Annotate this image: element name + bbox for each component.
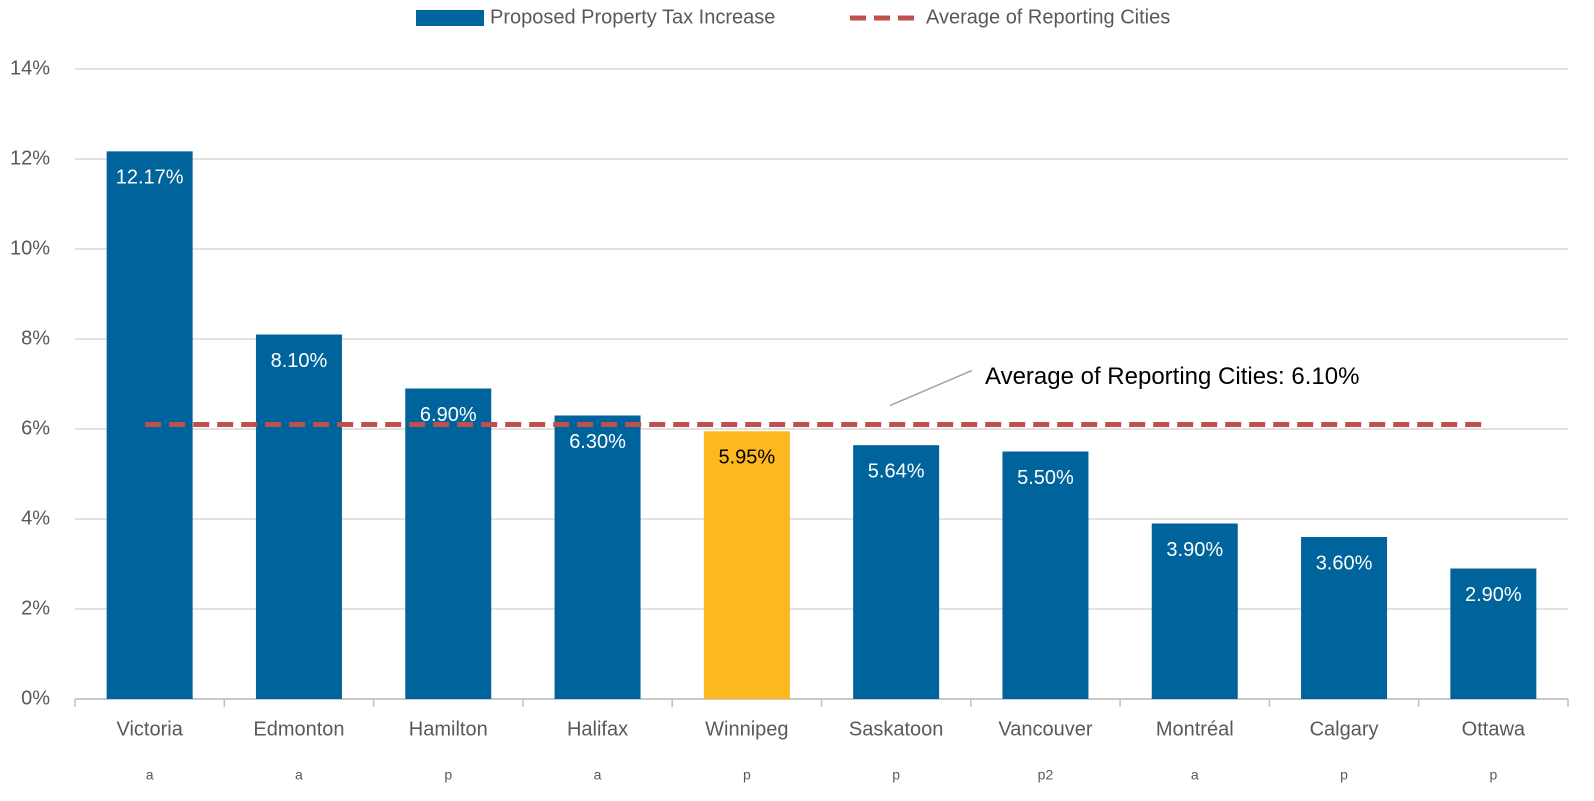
- x-tick-label: Calgary: [1310, 718, 1379, 740]
- x-tick-label: Victoria: [116, 718, 183, 740]
- annotation-leader: [889, 369, 973, 407]
- x-tick-label: Halifax: [567, 718, 628, 740]
- value-label: 12.17%: [116, 167, 184, 189]
- y-tick-label: 2%: [21, 597, 50, 619]
- y-tick-label: 4%: [21, 507, 50, 529]
- y-tick-label: 0%: [21, 687, 50, 709]
- x-sublabel: p: [892, 767, 900, 783]
- x-sublabel: p: [1489, 767, 1497, 783]
- value-label: 2.90%: [1465, 584, 1522, 606]
- x-sublabel: p2: [1038, 767, 1054, 783]
- value-label: 8.10%: [271, 350, 328, 372]
- value-label: 5.64%: [868, 460, 925, 482]
- value-label: 6.90%: [420, 404, 477, 426]
- y-tick-label: 10%: [10, 237, 50, 259]
- x-tick-label: Edmonton: [253, 718, 344, 740]
- x-sublabel: p: [444, 767, 452, 783]
- value-label: 3.60%: [1316, 552, 1373, 574]
- y-tick-label: 8%: [21, 327, 50, 349]
- x-sublabel: a: [295, 767, 303, 783]
- bar: [554, 415, 641, 699]
- x-tick-label: Montréal: [1156, 718, 1234, 740]
- legend-swatch: [416, 10, 484, 26]
- bar: [1450, 568, 1537, 699]
- x-tick-label: Saskatoon: [849, 718, 944, 740]
- bar: [255, 334, 342, 699]
- bar: [703, 431, 790, 699]
- x-tick-label: Winnipeg: [705, 718, 788, 740]
- bar: [405, 388, 492, 699]
- bar: [853, 445, 940, 699]
- x-tick-label: Hamilton: [409, 718, 488, 740]
- value-label: 3.90%: [1166, 539, 1223, 561]
- bar: [1301, 537, 1388, 699]
- x-sublabel: a: [146, 767, 154, 783]
- x-tick-label: Ottawa: [1462, 718, 1526, 740]
- annotation: Average of Reporting Cities: 6.10%: [985, 363, 1359, 390]
- legend-label: Proposed Property Tax Increase: [490, 6, 775, 28]
- y-tick-label: 14%: [10, 57, 50, 79]
- x-sublabel: a: [1191, 767, 1199, 783]
- value-label: 6.30%: [569, 431, 626, 453]
- value-label: 5.50%: [1017, 467, 1074, 489]
- x-sublabel: p: [743, 767, 751, 783]
- y-tick-label: 6%: [21, 417, 50, 439]
- bar: [1002, 451, 1089, 699]
- y-tick-label: 12%: [10, 147, 50, 169]
- x-sublabel: p: [1340, 767, 1348, 783]
- bar: [1151, 523, 1238, 699]
- x-sublabel: a: [594, 767, 602, 783]
- legend-label: Average of Reporting Cities: [926, 6, 1170, 28]
- value-label: 5.95%: [718, 447, 775, 469]
- x-tick-label: Vancouver: [998, 718, 1092, 740]
